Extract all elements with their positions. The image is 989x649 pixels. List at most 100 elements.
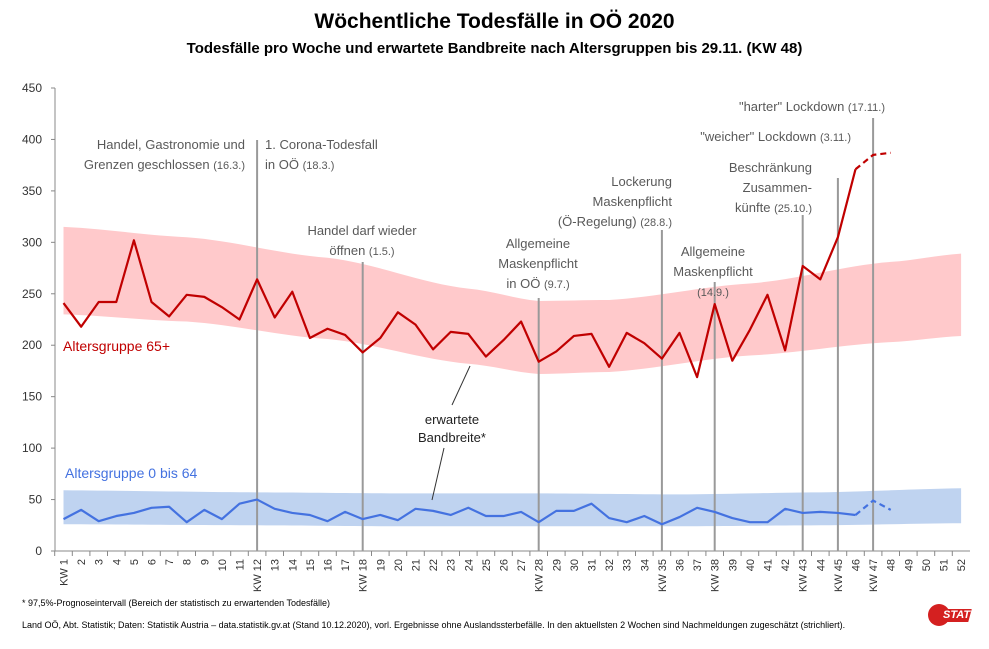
event-annotation: Lockerung (611, 174, 672, 189)
event-annotation-date: (25.10.) (774, 203, 812, 215)
x-tick-label: KW 35 (657, 559, 669, 592)
y-tick-label: 50 (29, 493, 43, 507)
chart-title: Wöchentliche Todesfälle in OÖ 2020 (314, 10, 675, 33)
event-annotation-text: Maskenpflicht (593, 194, 673, 209)
x-tick-label: 17 (340, 559, 352, 571)
x-tick-label: KW 18 (358, 559, 370, 592)
event-annotation: öffnen (1.5.) (329, 243, 394, 258)
event-annotation: 1. Corona-Todesfall (265, 137, 378, 152)
band-65plus (63, 226, 962, 375)
x-tick-label: 44 (815, 559, 827, 571)
event-annotation-date: (17.11.) (848, 102, 885, 114)
event-annotation-date: (16.3.) (213, 160, 245, 172)
event-annotation: Maskenpflicht (498, 256, 578, 271)
x-tick-label: 14 (287, 559, 299, 571)
event-annotation: Handel, Gastronomie und (97, 137, 245, 152)
event-annotation-date: (1.5.) (369, 246, 395, 258)
x-tick-label: 6 (147, 559, 159, 565)
x-tick-label: 23 (446, 559, 458, 571)
x-tick-label: 13 (270, 559, 282, 571)
x-tick-label: 50 (921, 559, 933, 571)
x-tick-label: KW 47 (868, 559, 880, 592)
x-tick-label: 48 (886, 559, 898, 571)
x-tick-label: 27 (516, 559, 528, 571)
event-annotation-text: Grenzen geschlossen (84, 157, 213, 172)
event-annotation: "weicher" Lockdown (3.11.) (700, 129, 851, 144)
event-annotation-text: Allgemeine (506, 236, 570, 251)
band-leader-line (431, 447, 445, 501)
x-tick-label: 15 (305, 559, 317, 571)
y-tick-label: 0 (35, 544, 42, 558)
x-tick-label: 39 (727, 559, 739, 571)
event-annotation-text: "harter" Lockdown (739, 99, 848, 114)
x-tick-label: KW 28 (534, 559, 546, 592)
x-tick-label: 25 (481, 559, 493, 571)
event-annotation: in OÖ (9.7.) (506, 276, 569, 291)
y-tick-label: 250 (22, 287, 42, 301)
x-tick-label: 31 (587, 559, 599, 571)
band-label: Bandbreite* (418, 430, 486, 445)
event-annotation-text: "weicher" Lockdown (700, 129, 820, 144)
x-tick-label: 2 (76, 559, 88, 565)
x-tick-label: 37 (692, 559, 704, 571)
x-tick-label: 40 (745, 559, 757, 571)
event-annotation-date: (28.8.) (640, 217, 672, 229)
event-annotation: Handel darf wieder (307, 223, 417, 238)
chart-subtitle: Todesfälle pro Woche und erwartete Bandb… (186, 40, 803, 57)
y-tick-label: 400 (22, 132, 42, 146)
event-annotation: in OÖ (18.3.) (265, 157, 334, 172)
stat-logo-text: STAT (943, 609, 971, 621)
event-annotation-date: (14.9.) (697, 287, 729, 299)
x-tick-label: 11 (235, 559, 247, 570)
x-tick-label: 24 (463, 559, 475, 571)
event-annotation: künfte (25.10.) (735, 200, 812, 215)
event-annotation-text: öffnen (329, 243, 369, 258)
x-tick-label: 19 (375, 559, 387, 571)
x-tick-label: 42 (780, 559, 792, 571)
event-annotation: (14.9.) (697, 287, 729, 299)
stat-logo: STAT (926, 604, 972, 630)
event-annotation-text: Handel darf wieder (307, 223, 417, 238)
footnote: * 97,5%-Prognoseintervall (Bereich der s… (22, 598, 330, 608)
x-tick-label: 26 (499, 559, 511, 571)
x-tick-label: KW 43 (798, 559, 810, 592)
x-tick-label: 20 (393, 559, 405, 571)
event-annotation-text: (Ö-Regelung) (558, 214, 640, 229)
event-annotation-text: in OÖ (506, 276, 544, 291)
y-tick-label: 350 (22, 184, 42, 198)
x-tick-label: 4 (111, 559, 123, 565)
event-annotation-date: (18.3.) (303, 160, 335, 172)
x-tick-label: 21 (411, 559, 423, 571)
x-tick-label: 7 (164, 559, 176, 565)
x-tick-label: 46 (851, 559, 863, 571)
event-annotation: Zusammen- (743, 180, 812, 195)
event-annotation-date: (9.7.) (544, 279, 570, 291)
x-tick-label: 33 (622, 559, 634, 571)
event-annotation-text: 1. Corona-Todesfall (265, 137, 378, 152)
event-annotation-text: in OÖ (265, 157, 303, 172)
event-annotation: Grenzen geschlossen (16.3.) (84, 157, 245, 172)
event-annotation: Allgemeine (681, 244, 745, 259)
x-tick-label: 41 (763, 559, 775, 571)
x-tick-label: 10 (217, 559, 229, 571)
event-annotation-text: Zusammen- (743, 180, 812, 195)
line-65plus (62, 169, 857, 379)
event-annotation: Allgemeine (506, 236, 570, 251)
y-tick-label: 200 (22, 338, 42, 352)
event-annotation-text: Allgemeine (681, 244, 745, 259)
x-tick-label: 29 (551, 559, 563, 571)
event-annotation: Maskenpflicht (673, 264, 753, 279)
event-annotation: (Ö-Regelung) (28.8.) (558, 214, 672, 229)
x-tick-label: 52 (956, 559, 968, 571)
band-label: erwartete (425, 412, 479, 427)
event-annotation: Maskenpflicht (593, 194, 673, 209)
x-tick-label: 9 (199, 559, 211, 565)
band-leader-line (451, 365, 471, 406)
x-tick-label: KW 12 (252, 559, 264, 592)
line-0-64 (62, 498, 856, 526)
label-65plus: Altersgruppe 65+ (63, 338, 170, 354)
x-tick-label: 3 (94, 559, 106, 565)
x-tick-label: 8 (182, 559, 194, 565)
x-tick-label: 30 (569, 559, 581, 571)
